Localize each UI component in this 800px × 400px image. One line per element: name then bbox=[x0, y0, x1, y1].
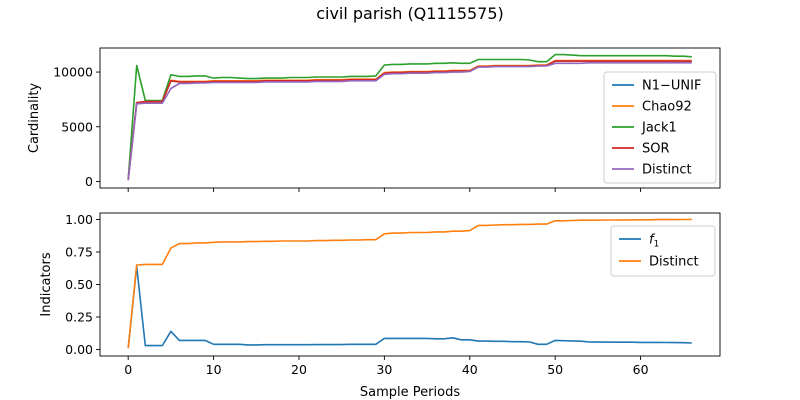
y-tick-label-1-1: 0.25 bbox=[65, 310, 93, 325]
y-tick-label-1-3: 0.75 bbox=[65, 245, 93, 260]
legend-label-0-2: Jack1 bbox=[641, 121, 677, 136]
cardinality-panel: 0 5000 10000 Cardinality N1−UNIF Chao92 Jack1 S… bbox=[27, 47, 721, 192]
x-tick-label-1-6: 60 bbox=[633, 362, 649, 377]
legend-label-1-0: f1 bbox=[649, 233, 659, 250]
legend-label-0-0: N1−UNIF bbox=[642, 79, 701, 94]
legend-label-0-1: Chao92 bbox=[642, 100, 692, 115]
x-tick-label-1-2: 20 bbox=[291, 362, 307, 377]
x-tick-label-1-0: 0 bbox=[124, 362, 132, 377]
legend-label-0-4: Distinct bbox=[642, 163, 692, 178]
y-axis-label-0: Cardinality bbox=[27, 83, 42, 154]
x-tick-label-1-4: 40 bbox=[462, 362, 478, 377]
x-axis-label: Sample Periods bbox=[360, 385, 460, 400]
y-axis-label-1: Indicators bbox=[39, 252, 54, 316]
x-tick-label-1-3: 30 bbox=[376, 362, 392, 377]
axes-frame-0 bbox=[99, 47, 721, 189]
series-line-1-1 bbox=[127, 218, 692, 349]
y-tick-label-1-0: 0.00 bbox=[65, 342, 93, 357]
legend-box-0 bbox=[603, 71, 717, 184]
y-tick-label-1-4: 1.00 bbox=[65, 212, 93, 227]
series-line-0-3 bbox=[127, 60, 692, 180]
series-line-1-0 bbox=[127, 265, 692, 349]
legend-label-1-1: Distinct bbox=[649, 255, 699, 270]
series-line-0-2 bbox=[127, 53, 692, 180]
y-tick-label-1-2: 0.50 bbox=[65, 277, 93, 292]
indicators-panel: 0 10 20 30 40 50 60 0.00 0.25 0.50 0.75 1.00 Indicat… bbox=[39, 212, 721, 377]
x-tick-label-1-5: 50 bbox=[547, 362, 563, 377]
series-line-0-4 bbox=[127, 61, 692, 181]
legend-label-0-3: SOR bbox=[642, 142, 670, 157]
y-tick-label-0-1: 5000 bbox=[61, 119, 93, 134]
y-tick-label-0-2: 10000 bbox=[53, 65, 93, 80]
x-tick-label-1-1: 10 bbox=[206, 362, 222, 377]
y-tick-label-0-0: 0 bbox=[85, 174, 93, 189]
figure-title: civil parish (Q1115575) bbox=[316, 4, 504, 23]
